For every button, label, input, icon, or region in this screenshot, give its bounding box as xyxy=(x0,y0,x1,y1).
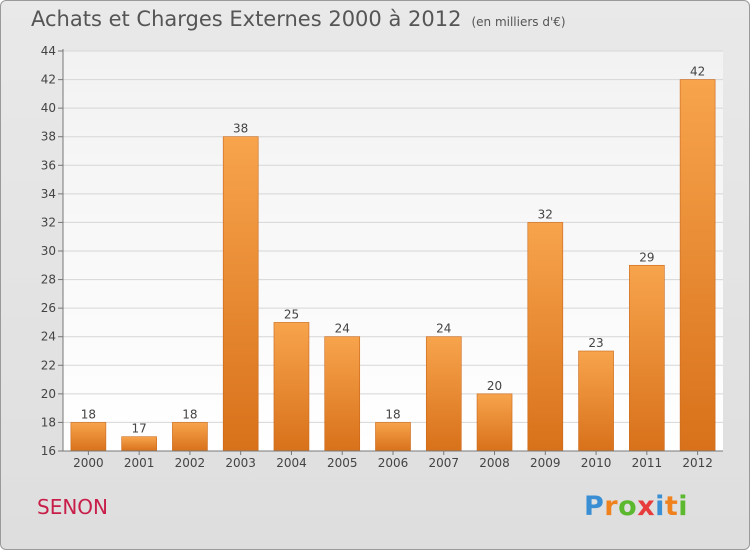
data-label: 18 xyxy=(385,407,400,421)
x-tick-label: 2002 xyxy=(175,456,206,470)
data-label: 25 xyxy=(284,307,299,321)
data-label: 18 xyxy=(182,407,197,421)
bar xyxy=(324,336,361,452)
y-tick-label: 28 xyxy=(41,273,56,287)
data-label: 42 xyxy=(690,65,705,79)
bar xyxy=(222,136,259,452)
x-tick-label: 2000 xyxy=(73,456,104,470)
y-tick-label: 40 xyxy=(41,101,56,115)
y-tick-label: 26 xyxy=(41,301,56,315)
logo-letter: x xyxy=(637,491,656,522)
y-tick-label: 30 xyxy=(41,244,56,258)
data-label: 32 xyxy=(538,207,553,221)
bar xyxy=(375,422,411,452)
x-tick-label: 2012 xyxy=(682,456,713,470)
x-tick-label: 2005 xyxy=(327,456,358,470)
y-tick-label: 32 xyxy=(41,215,56,229)
commune-name: SENON xyxy=(37,495,108,519)
logo-letter: i xyxy=(678,491,689,522)
y-tick-label: 16 xyxy=(41,444,56,458)
data-label: 20 xyxy=(487,379,502,393)
y-tick-label: 34 xyxy=(41,187,56,201)
x-tick-label: 2003 xyxy=(225,456,256,470)
bar xyxy=(578,350,614,452)
x-tick-label: 2001 xyxy=(124,456,155,470)
logo-letter: o xyxy=(618,491,638,522)
x-tick-label: 2007 xyxy=(428,456,459,470)
bar xyxy=(527,222,564,452)
data-label: 17 xyxy=(132,422,147,436)
bar xyxy=(425,336,462,452)
y-tick-label: 38 xyxy=(41,130,56,144)
x-tick-label: 2009 xyxy=(530,456,561,470)
data-label: 38 xyxy=(233,122,248,136)
x-tick-label: 2006 xyxy=(378,456,409,470)
x-tick-label: 2004 xyxy=(276,456,307,470)
chart-title-text: Achats et Charges Externes 2000 à 2012 xyxy=(31,7,462,31)
bar xyxy=(679,79,716,452)
y-tick-label: 36 xyxy=(41,158,56,172)
y-tick-label: 24 xyxy=(41,330,56,344)
y-tick-label: 44 xyxy=(41,44,56,58)
bar xyxy=(172,422,208,452)
logo-letter: P xyxy=(584,491,605,522)
logo-letter: i xyxy=(655,491,665,522)
x-tick-label: 2008 xyxy=(479,456,510,470)
x-tick-label: 2011 xyxy=(632,456,663,470)
data-label: 29 xyxy=(639,250,654,264)
y-tick-label: 18 xyxy=(41,415,56,429)
chart-title: Achats et Charges Externes 2000 à 2012 (e… xyxy=(31,7,566,31)
data-label: 24 xyxy=(436,322,451,336)
bar xyxy=(629,264,665,452)
proxiti-logo: Proxiti xyxy=(584,491,688,522)
y-tick-label: 42 xyxy=(41,73,56,87)
x-tick-label: 2010 xyxy=(581,456,612,470)
y-tick-label: 20 xyxy=(41,387,56,401)
data-label: 23 xyxy=(588,336,603,350)
data-label: 18 xyxy=(81,407,96,421)
logo-letter: r xyxy=(604,491,619,522)
data-label: 24 xyxy=(335,322,350,336)
bar xyxy=(121,436,157,452)
chart-subtitle: (en milliers d'€) xyxy=(471,15,566,29)
logo-letter: t xyxy=(664,491,679,522)
bar xyxy=(70,422,107,452)
y-tick-label: 22 xyxy=(41,358,56,372)
bar xyxy=(476,393,513,452)
bar xyxy=(273,322,310,452)
